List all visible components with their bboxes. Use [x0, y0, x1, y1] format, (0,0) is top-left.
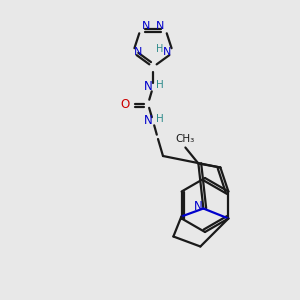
Text: CH₃: CH₃: [176, 134, 195, 145]
Text: N: N: [163, 47, 171, 58]
Text: N: N: [144, 115, 152, 128]
Text: H: H: [156, 44, 164, 55]
Text: N: N: [134, 47, 142, 58]
Text: N: N: [194, 200, 203, 213]
Text: H: H: [156, 114, 164, 124]
Text: N: N: [144, 80, 152, 94]
Text: H: H: [156, 80, 164, 90]
Text: O: O: [120, 98, 130, 110]
Text: N: N: [156, 21, 164, 31]
Text: N: N: [142, 21, 150, 31]
